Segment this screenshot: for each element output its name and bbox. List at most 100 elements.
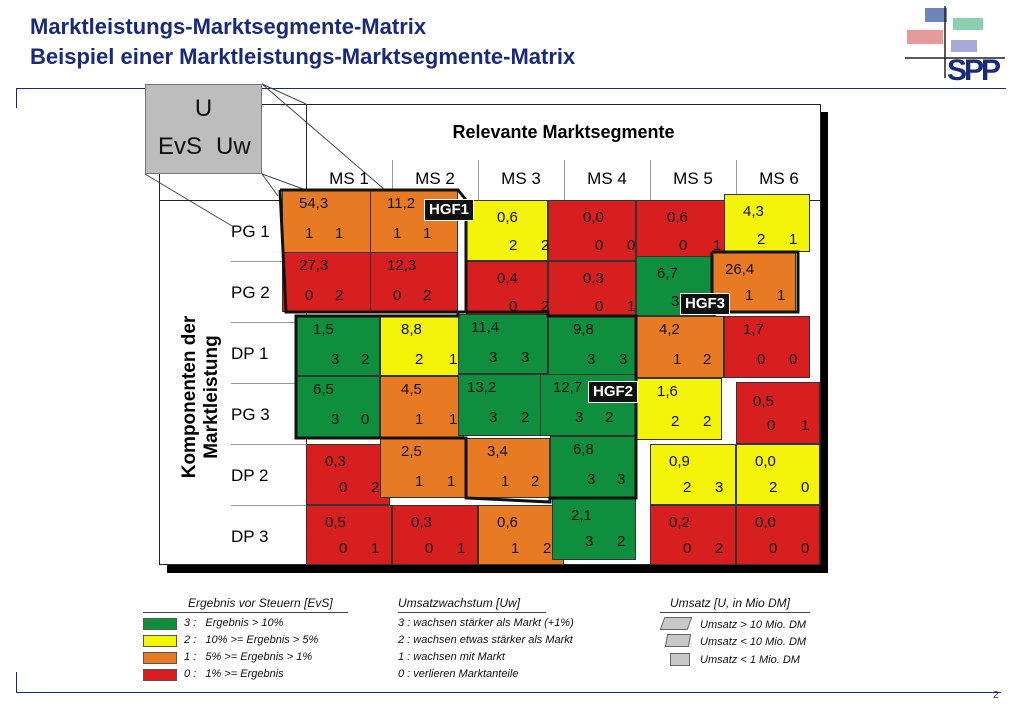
cell-pg1-ms4: 0,0 0 0 <box>548 200 636 261</box>
components-title-line2: Marktleistung <box>201 335 222 459</box>
cell-umsatz: 0,5 <box>325 514 346 531</box>
legend-uw-item: 2 : wachsen etwas stärker als Markt <box>398 634 573 646</box>
cell-umsatz: 0,5 <box>753 393 774 410</box>
cell-umsatz: 0,3 <box>583 270 604 287</box>
cell-uw: 2 <box>605 409 614 426</box>
cell-uw: 1 <box>801 417 810 434</box>
cell-uw: 2 <box>541 237 550 254</box>
cell-uw: 2 <box>371 479 380 496</box>
row-label-dp3: DP 3 <box>231 527 269 546</box>
cell-evs: 0 <box>339 479 348 496</box>
cell-umsatz: 4,3 <box>743 203 764 220</box>
legend-swatch-orange <box>143 652 177 664</box>
cell-uw: 1 <box>449 351 458 368</box>
page-number: 2 <box>993 690 999 701</box>
bottom-rule <box>16 692 1001 693</box>
column-header-ms2: MS 2 <box>415 169 455 188</box>
legend-u-item: Umsatz < 10 Mio. DM <box>700 636 807 648</box>
cell-umsatz: 6,7 <box>657 265 678 282</box>
cell-dp1-ms6: 1,7 0 0 <box>724 316 810 378</box>
page-subtitle: Beispiel einer Marktleistungs-Marktsegme… <box>30 44 576 69</box>
legend-u-item: Umsatz < 1 Mio. DM <box>700 654 800 666</box>
cell-evs: 2 <box>415 351 424 368</box>
cell-dp2-ms3: 3,4 1 2 <box>466 438 550 498</box>
cell-umsatz: 6,8 <box>573 441 594 458</box>
cell-pg2-ms2: 12,3 0 2 <box>370 252 458 312</box>
row-label-dp1: DP 1 <box>231 344 269 363</box>
cell-uw: 2 <box>335 287 344 304</box>
cell-evs: 1 <box>673 351 682 368</box>
cell-umsatz: 1,7 <box>743 321 764 338</box>
legend-evs-item: 0 : 1% >= Ergebnis <box>184 668 284 680</box>
cell-umsatz: 26,4 <box>725 261 755 278</box>
cell-dp2-ms2: 2,5 1 1 <box>380 438 466 498</box>
cell-evs: 0 <box>305 287 314 304</box>
legend-evs-title: Ergebnis vor Steuern [EvS] <box>188 596 333 610</box>
cell-dp3-ms6: 0,0 0 0 <box>736 505 820 565</box>
cell-evs: 2 <box>757 231 766 248</box>
cell-uw: 1 <box>371 540 380 557</box>
cell-evs: 0 <box>769 540 778 557</box>
cell-uw: 2 <box>521 409 530 426</box>
cell-umsatz: 0,3 <box>411 514 432 531</box>
key-umsatz: U <box>194 95 213 122</box>
cell-dp2-ms5: 0,9 2 3 <box>650 444 736 505</box>
column-header-ms3: MS 3 <box>501 169 541 188</box>
column-line <box>478 160 479 200</box>
cell-uw: 3 <box>617 471 626 488</box>
cell-umsatz: 0,6 <box>497 514 518 531</box>
components-title-line1: Komponenten der <box>179 315 200 479</box>
cell-evs: 3 <box>587 471 596 488</box>
legend-uw-item: 0 : verlieren Marktanteile <box>398 668 519 680</box>
column-line <box>736 160 737 200</box>
cell-evs: 0 <box>393 287 402 304</box>
cell-evs: 0 <box>425 540 434 557</box>
legend-swatch-green <box>143 618 177 630</box>
cell-pg3-ms5: 1,6 2 2 <box>636 378 722 440</box>
cell-umsatz: 9,8 <box>573 321 594 338</box>
left-rule-bottom <box>16 672 17 692</box>
page-title: Marktleistungs-Marktsegmente-Matrix <box>30 14 427 39</box>
cell-evs: 3 <box>331 351 340 368</box>
cell-uw: 1 <box>627 298 636 315</box>
legend-u-title: Umsatz [U, in Mio DM] <box>670 596 791 610</box>
cell-uw: 1 <box>449 411 458 428</box>
cell-evs: 3 <box>489 409 498 426</box>
cell-umsatz: 6,5 <box>313 381 334 398</box>
cell-dp3-ms5: 0,2 0 2 <box>650 505 736 565</box>
cell-umsatz: 0,3 <box>325 453 346 470</box>
cell-pg1-ms1: 54,3 1 1 <box>282 190 376 253</box>
cell-uw: 1 <box>447 473 456 490</box>
cell-umsatz: 0,6 <box>667 209 688 226</box>
cell-evs: 0 <box>595 298 604 315</box>
cell-umsatz: 12,3 <box>387 257 417 274</box>
cell-dp2-ms1: 0,3 0 2 <box>306 444 390 505</box>
cell-evs: 3 <box>585 533 594 550</box>
legend-evs-item: 1 : 5% >= Ergebnis > 1% <box>184 651 313 663</box>
cell-umsatz: 8,8 <box>401 321 422 338</box>
cell-evs: 1 <box>305 225 314 242</box>
legend-evs-underline <box>143 612 348 613</box>
row-label-pg3: PG 3 <box>231 405 270 424</box>
row-line <box>231 322 306 323</box>
cell-uw: 0 <box>801 540 810 557</box>
row-line <box>231 383 306 384</box>
cell-evs: 1 <box>415 411 424 428</box>
cell-dp3-ms3: 0,6 1 2 <box>478 505 564 565</box>
legend-umsatz-medium-icon <box>664 634 692 647</box>
cell-uw: 2 <box>541 298 550 315</box>
top-rule <box>16 88 1006 89</box>
cell-evs: 0 <box>767 417 776 434</box>
column-header-ms6: MS 6 <box>759 169 799 188</box>
cell-umsatz: 13,2 <box>467 379 497 396</box>
legend-uw-item: 3 : wachsen stärker als Markt (+1%) <box>398 617 574 629</box>
components-title: Komponenten der Marktleistung <box>171 235 231 535</box>
cell-pg2-ms4: 0,3 0 1 <box>548 261 636 322</box>
cell-dp3-ms2: 0,3 0 1 <box>392 505 478 565</box>
left-rule-top <box>16 88 17 108</box>
legend-swatch-yellow <box>143 635 177 647</box>
row-line <box>231 261 306 262</box>
cell-uw: 0 <box>627 237 636 254</box>
cell-dp1-ms5: 4,2 1 2 <box>636 316 724 378</box>
cell-uw: 2 <box>715 540 724 557</box>
